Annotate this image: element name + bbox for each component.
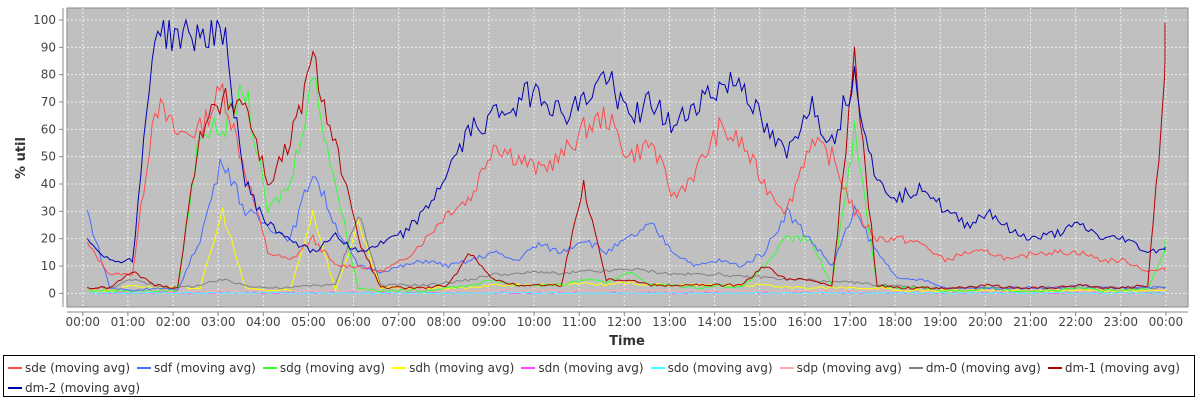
y-tick-label: 90 [41, 40, 56, 54]
legend-label: sde (moving avg) [25, 361, 131, 375]
x-tick-label: 14:00 [697, 315, 732, 329]
legend-swatch [779, 367, 794, 369]
y-tick-label: 50 [41, 150, 56, 164]
x-tick-label: 00:00 [1149, 315, 1184, 329]
legend-swatch [137, 367, 152, 369]
legend-item: sdg (moving avg) [262, 359, 386, 378]
x-tick-label: 10:00 [517, 315, 552, 329]
y-tick-label: 10 [41, 259, 56, 273]
y-tick-label: 70 [41, 95, 56, 109]
x-tick-label: 06:00 [336, 315, 371, 329]
x-tick-label: 15:00 [742, 315, 777, 329]
y-tick-label: 40 [41, 177, 56, 191]
series-lines [86, 18, 1166, 294]
legend-label: sdn (moving avg) [538, 361, 644, 375]
legend-item: sdo (moving avg) [650, 359, 773, 378]
legend-label: sdh (moving avg) [409, 361, 515, 375]
x-tick-label: 17:00 [833, 315, 868, 329]
x-tick-label: 20:00 [968, 315, 1003, 329]
legend-item: dm-1 (moving avg) [1047, 359, 1180, 378]
series-line-sde [86, 83, 1166, 277]
x-tick-label: 13:00 [652, 315, 687, 329]
x-tick-label: 11:00 [562, 315, 597, 329]
x-tick-label: 22:00 [1058, 315, 1093, 329]
y-tick-label: 20 [41, 232, 56, 246]
legend-item: dm-0 (moving avg) [908, 359, 1041, 378]
legend-swatch [392, 367, 407, 369]
series-line-sdo [87, 291, 1166, 294]
series-line-sdh [87, 207, 1166, 293]
legend: sde (moving avg) sdf (moving avg) sdg (mov… [3, 355, 1195, 397]
x-tick-label: 16:00 [788, 315, 823, 329]
y-tick-label: 30 [41, 204, 56, 218]
legend-swatch [262, 367, 277, 369]
legend-swatch [521, 367, 536, 369]
x-tick-label: 07:00 [381, 315, 416, 329]
legend-label: sdf (moving avg) [154, 361, 256, 375]
grid [67, 8, 1188, 307]
series-line-dm-2 [86, 18, 1166, 264]
x-tick-label: 04:00 [246, 315, 281, 329]
y-tick-label: 80 [41, 68, 56, 82]
y-tick-label: 0 [48, 286, 56, 300]
legend-label: dm-2 (moving avg) [25, 380, 141, 395]
y-tick-label: 60 [41, 122, 56, 136]
x-tick-label: 05:00 [291, 315, 326, 329]
legend-label: sdo (moving avg) [667, 361, 773, 375]
legend-label: dm-1 (moving avg) [1064, 361, 1180, 375]
line-chart: 0 10 20 30 40 50 60 70 80 90 100 00:00 01:00 02:00 03… [14, 7, 1189, 349]
x-axis-label: Time [609, 334, 645, 349]
x-tick-label: 12:00 [607, 315, 642, 329]
legend-swatch [650, 367, 665, 369]
x-tick-label: 23:00 [1103, 315, 1138, 329]
x-tick-label: 18:00 [878, 315, 913, 329]
x-tick-label: 19:00 [923, 315, 958, 329]
y-tick-label: 100 [33, 13, 56, 27]
series-line-dm-1 [87, 22, 1166, 290]
x-tick-label: 08:00 [427, 315, 462, 329]
x-tick-label: 21:00 [1013, 315, 1048, 329]
legend-swatch [8, 386, 22, 389]
plot-area [66, 7, 1189, 308]
x-tick-label: 02:00 [156, 315, 191, 329]
legend-swatch [8, 367, 22, 369]
legend-item: sdh (moving avg) [392, 359, 514, 378]
x-tick-label: 03:00 [201, 315, 236, 329]
legend-label: sdg (moving avg) [279, 361, 386, 375]
legend-item: sdf (moving avg) [137, 359, 256, 378]
legend-swatch [908, 367, 923, 369]
legend-item: sde (moving avg) [8, 359, 130, 378]
x-tick-label: 09:00 [472, 315, 507, 329]
y-axis-label: % util [14, 137, 29, 179]
legend-label: dm-0 (moving avg) [925, 361, 1041, 375]
series-line-dm-0 [87, 216, 1166, 290]
legend-swatch [1047, 367, 1062, 369]
x-tick-label: 00:00 [65, 315, 100, 329]
legend-label: sdp (moving avg) [796, 361, 902, 375]
legend-item: sdn (moving avg) [521, 359, 644, 378]
legend-item: dm-2 (moving avg) [8, 378, 140, 397]
x-tick-label: 01:00 [111, 315, 146, 329]
series-line-sdf [86, 158, 1166, 292]
legend-item: sdp (moving avg) [779, 359, 902, 378]
